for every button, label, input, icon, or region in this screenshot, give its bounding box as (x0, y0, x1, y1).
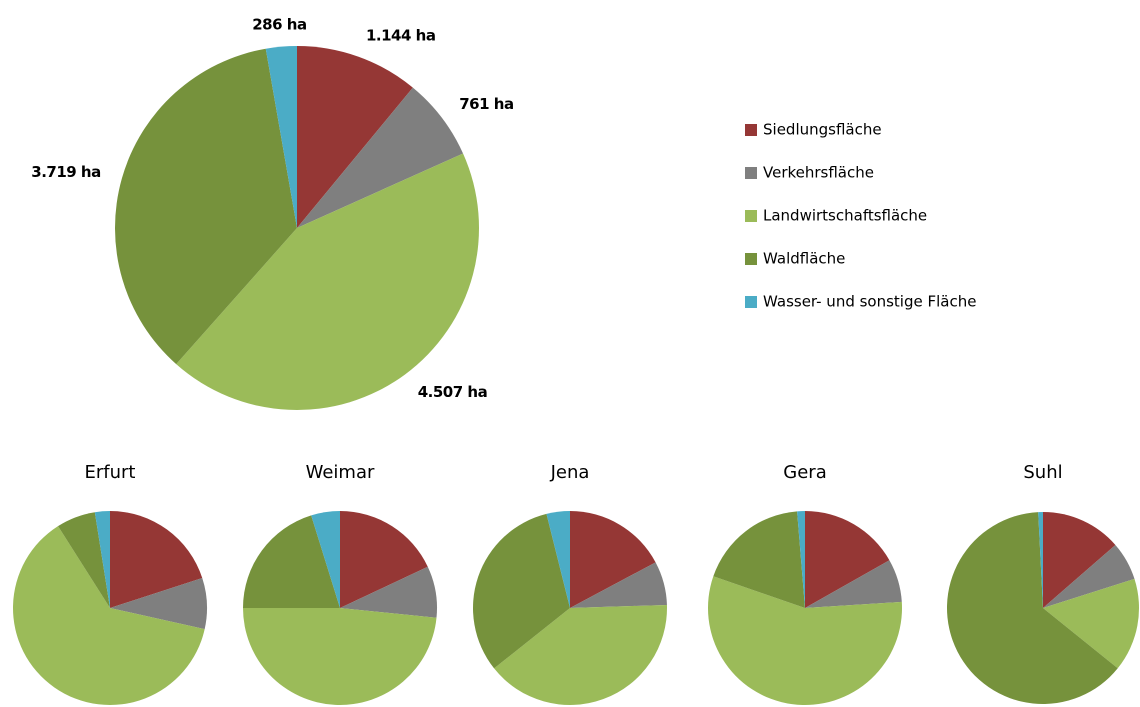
pie-slice (805, 511, 890, 608)
legend-swatch (745, 210, 757, 222)
pie-slice (114, 48, 297, 365)
pie-slice (708, 576, 902, 706)
pie-slice (297, 87, 464, 228)
pie-slice (311, 511, 340, 608)
legend-label: Siedlungsfläche (763, 121, 882, 139)
pie-slice (110, 511, 203, 608)
legend-label: Landwirtschaftsfläche (763, 207, 927, 225)
data-label: 4.507 ha (418, 383, 487, 401)
pie-slice (797, 511, 805, 608)
legend-swatch (745, 253, 757, 265)
data-label: 1.144 ha (366, 27, 435, 45)
pie-title: Weimar (306, 462, 375, 483)
pie-slice (713, 511, 805, 608)
pie-slice (265, 46, 297, 228)
pie-slice (176, 153, 480, 411)
pie-title: Suhl (1023, 462, 1062, 483)
pie-slice (94, 511, 110, 608)
pie-slice (110, 578, 207, 630)
data-label: 761 ha (459, 95, 513, 113)
legend-label: Verkehrsfläche (763, 164, 874, 182)
pie-slice (243, 608, 437, 705)
pie-slice (340, 566, 437, 618)
pie-slice (243, 515, 340, 608)
legend-swatch (745, 167, 757, 179)
pie-slice (546, 511, 570, 608)
legend-label: Wasser- und sonstige Fläche (763, 293, 976, 311)
pie-title: Gera (783, 462, 826, 483)
pie-slice (473, 513, 570, 669)
legend-swatch (745, 296, 757, 308)
data-label: 286 ha (252, 15, 306, 33)
pie-title: Erfurt (85, 462, 136, 483)
data-label: 3.719 ha (31, 163, 100, 181)
legend-swatch (745, 124, 757, 136)
pie-title: Jena (550, 462, 590, 483)
pie-slice (58, 512, 110, 608)
legend-label: Waldfläche (763, 250, 845, 268)
pie-slice (340, 511, 428, 608)
pie-slice (1038, 512, 1043, 608)
pie-slice (494, 604, 667, 705)
pie-slice (805, 560, 902, 608)
pie-slice (297, 46, 413, 228)
pie-slice (1043, 544, 1135, 608)
pie-slice (570, 562, 667, 608)
pie-slice (1043, 512, 1116, 608)
pie-slice (570, 511, 656, 608)
pie-slice (1043, 578, 1139, 669)
pie-slice (947, 512, 1118, 705)
pie-slice (12, 526, 205, 705)
